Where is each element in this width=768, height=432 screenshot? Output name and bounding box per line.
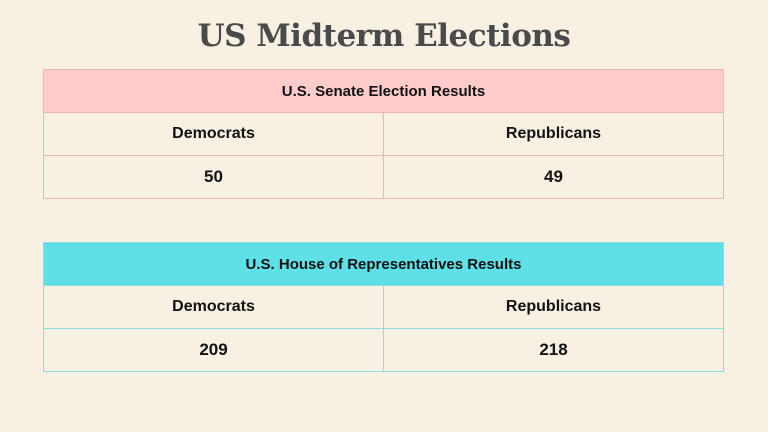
house-results-table: U.S. House of Representatives Results De… [43,242,724,372]
table-row: 50 49 [43,155,724,199]
senate-table-header: U.S. Senate Election Results [43,69,724,113]
table-row: Democrats Republicans [43,285,724,329]
table-row: Democrats Republicans [43,112,724,156]
page-title: US Midterm Elections [197,18,571,54]
table-header-row: U.S. House of Representatives Results [43,242,724,286]
house-democrats-value: 209 [43,328,384,372]
senate-results-table: U.S. Senate Election Results Democrats R… [43,69,724,199]
table-header-row: U.S. Senate Election Results [43,69,724,113]
house-democrats-label: Democrats [43,285,384,329]
senate-democrats-label: Democrats [43,112,384,156]
senate-republicans-value: 49 [383,155,724,199]
house-republicans-label: Republicans [383,285,724,329]
house-republicans-value: 218 [383,328,724,372]
senate-republicans-label: Republicans [383,112,724,156]
house-table-header: U.S. House of Representatives Results [43,242,724,286]
senate-democrats-value: 50 [43,155,384,199]
table-row: 209 218 [43,328,724,372]
